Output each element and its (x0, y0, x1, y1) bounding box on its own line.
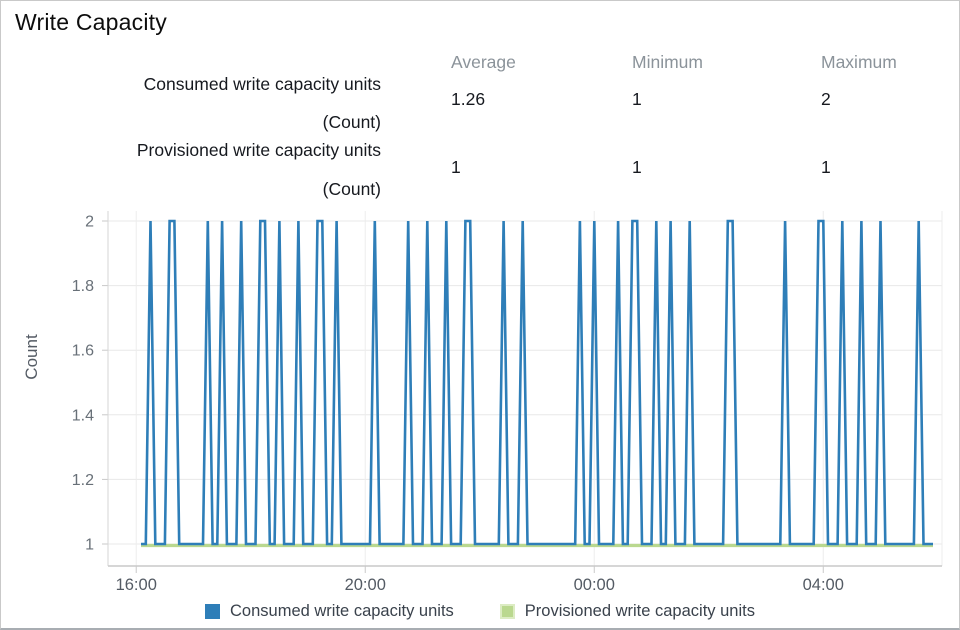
stats-provisioned-maximum: 1 (821, 157, 831, 177)
svg-text:1.8: 1.8 (72, 278, 94, 295)
svg-text:20:00: 20:00 (345, 576, 386, 594)
stats-provisioned-average: 1 (451, 157, 461, 177)
legend-item-consumed: Consumed write capacity units (205, 602, 454, 621)
stats-header-minimum: Minimum (632, 52, 703, 72)
svg-text:2: 2 (85, 214, 94, 231)
stats-consumed-maximum: 2 (821, 89, 831, 109)
svg-text:1.2: 1.2 (72, 472, 94, 489)
svg-text:1.4: 1.4 (72, 407, 94, 424)
svg-text:16:00: 16:00 (116, 576, 157, 594)
provisioned-swatch-icon (499, 604, 515, 619)
stats-row-consumed-unit: (Count) (322, 112, 381, 132)
stats-row-consumed-label: Consumed write capacity units (143, 74, 381, 94)
svg-text:Count: Count (22, 334, 41, 380)
widget-title: Write Capacity (15, 9, 167, 35)
stats-consumed-average: 1.26 (451, 89, 486, 109)
stats-row-provisioned-unit: (Count) (322, 179, 381, 199)
legend-label-provisioned: Provisioned write capacity units (524, 602, 755, 620)
stats-row-provisioned-label: Provisioned write capacity units (136, 140, 381, 160)
svg-text:1.6: 1.6 (72, 343, 94, 360)
legend-label-consumed: Consumed write capacity units (230, 602, 454, 620)
svg-text:00:00: 00:00 (574, 576, 615, 594)
chart-legend: Consumed write capacity units Provisione… (1, 602, 959, 621)
consumed-swatch-icon (205, 604, 221, 619)
stats-header-average: Average (451, 52, 516, 72)
svg-text:04:00: 04:00 (803, 576, 844, 594)
stats-header-maximum: Maximum (821, 52, 897, 72)
stats-provisioned-minimum: 1 (632, 157, 642, 177)
legend-item-provisioned: Provisioned write capacity units (499, 602, 755, 621)
svg-text:1: 1 (85, 537, 94, 554)
stats-consumed-minimum: 1 (632, 89, 642, 109)
